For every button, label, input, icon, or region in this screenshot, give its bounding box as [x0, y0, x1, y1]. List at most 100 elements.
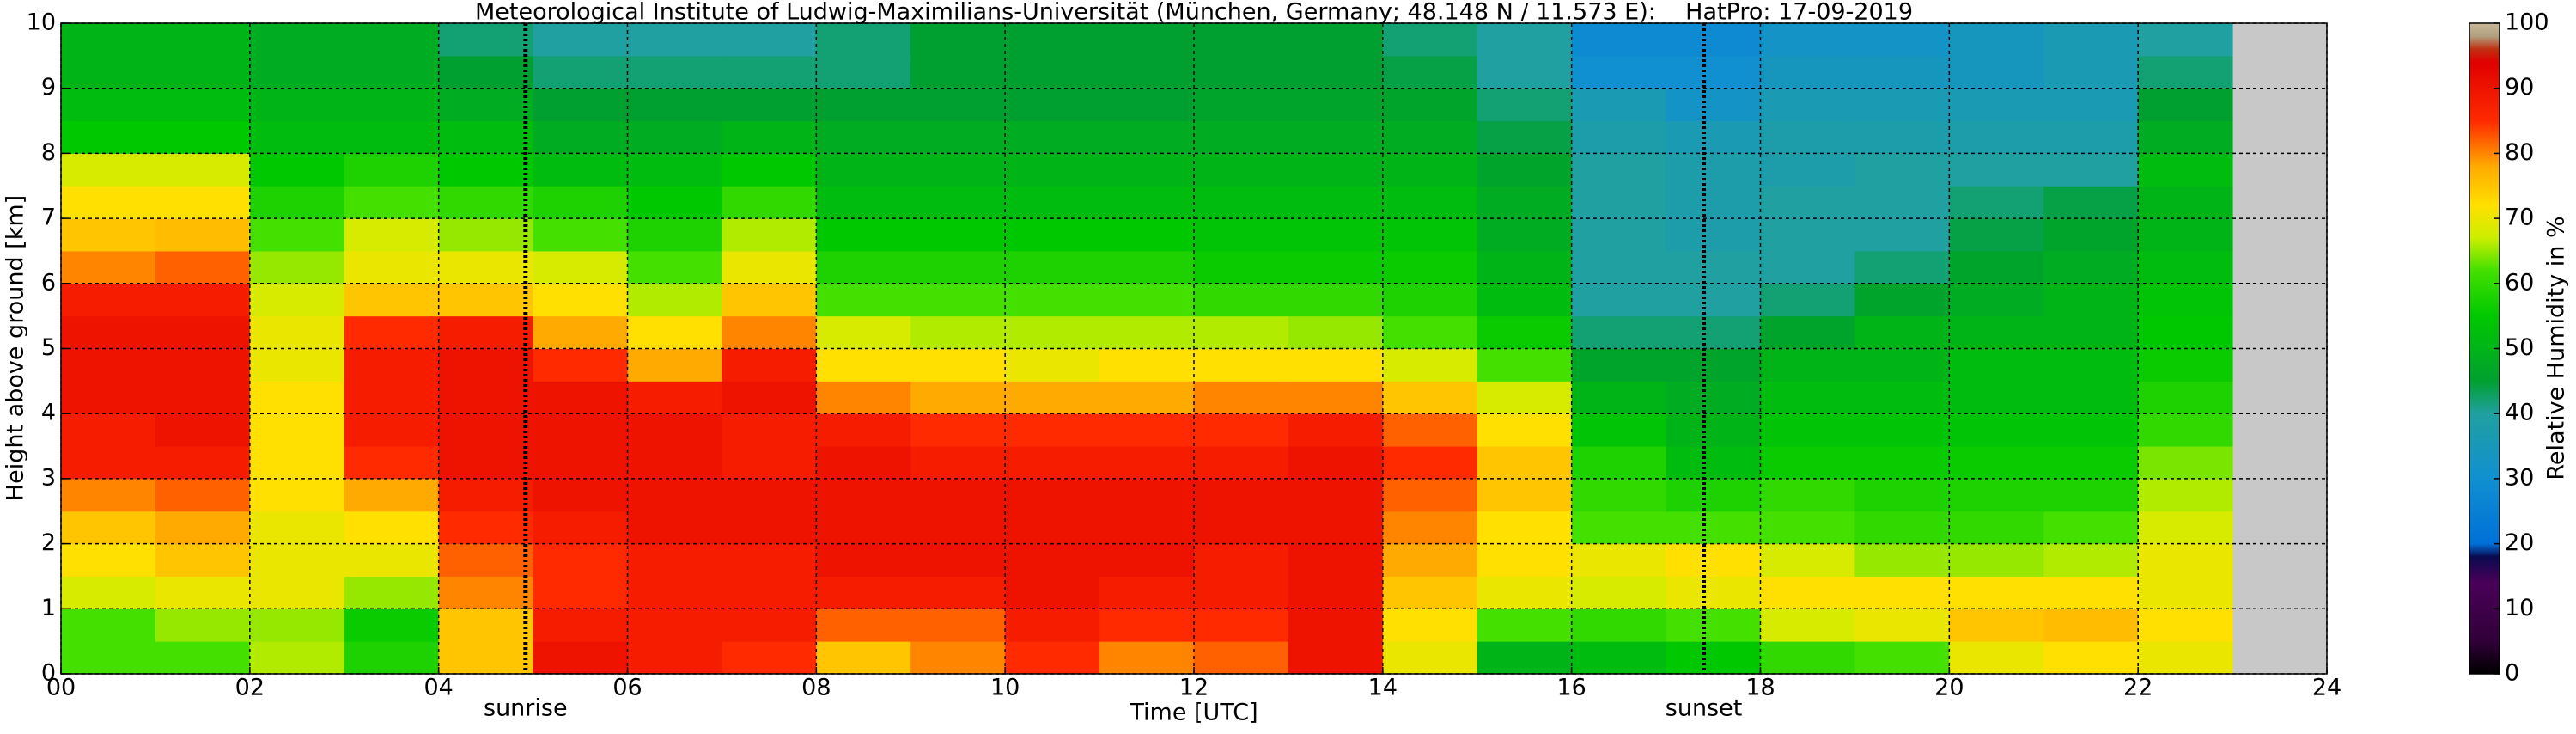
colorbar-label: Relative Humidity in %	[2543, 216, 2570, 480]
heatmap-cell	[1666, 478, 1761, 512]
heatmap-cell	[1288, 511, 1384, 545]
heatmap-cell	[1477, 576, 1573, 609]
heatmap-cell	[1760, 55, 1855, 89]
heatmap-cell	[627, 576, 722, 609]
heatmap-cell	[1382, 609, 1478, 642]
heatmap-cell	[344, 348, 440, 382]
heatmap-cell	[2138, 446, 2233, 480]
heatmap-cell	[1288, 283, 1384, 317]
heatmap-cell	[910, 576, 1006, 609]
heatmap-cell	[1571, 609, 1667, 642]
heatmap-cell	[1382, 576, 1478, 609]
heatmap-cell	[344, 478, 440, 512]
heatmap-cell	[155, 153, 251, 187]
heatmap-cell	[1949, 120, 2044, 154]
heatmap-cell	[627, 23, 722, 57]
heatmap-cell	[1666, 153, 1761, 187]
heatmap-cell	[155, 576, 251, 609]
heatmap-cell	[2043, 413, 2139, 447]
heatmap-cell	[1949, 641, 2044, 675]
heatmap-cell	[722, 381, 817, 414]
heatmap-cell	[249, 23, 345, 57]
heatmap-cell	[1949, 88, 2044, 122]
heatmap-cell	[155, 511, 251, 545]
heatmap-cell	[1099, 478, 1195, 512]
heatmap-cell	[2138, 23, 2233, 57]
heatmap-cell	[722, 641, 817, 675]
heatmap-cell	[2138, 88, 2233, 122]
heatmap-cell	[1288, 348, 1384, 382]
heatmap-cell	[249, 348, 345, 382]
heatmap-cell	[1194, 23, 1289, 57]
x-tick-label: 20	[1934, 675, 1964, 701]
heatmap-cell	[910, 348, 1006, 382]
heatmap-cell	[1666, 641, 1761, 675]
heatmap-cell	[2043, 348, 2139, 382]
heatmap-cell	[627, 348, 722, 382]
heatmap-cell	[2043, 511, 2139, 545]
heatmap-cell	[816, 315, 911, 349]
heatmap-cell	[1854, 641, 1950, 675]
heatmap-cell	[627, 55, 722, 89]
heatmap-cell	[1760, 250, 1855, 284]
heatmap-cell	[249, 153, 345, 187]
heatmap-cell	[1571, 641, 1667, 675]
heatmap-cell	[1288, 186, 1384, 219]
heatmap-cell	[1382, 478, 1478, 512]
heatmap-cell	[438, 511, 534, 545]
heatmap-cell	[61, 88, 156, 122]
heatmap-cell	[1099, 55, 1195, 89]
heatmap-cell	[61, 413, 156, 447]
heatmap-cell	[344, 218, 440, 252]
heatmap-cell	[1949, 23, 2044, 57]
heatmap-cell	[816, 186, 911, 219]
heatmap-cell	[1005, 153, 1100, 187]
heatmap-cell	[1382, 413, 1478, 447]
heatmap-cell	[155, 55, 251, 89]
heatmap-cell	[722, 218, 817, 252]
heatmap-cell	[910, 153, 1006, 187]
heatmap-cell	[722, 511, 817, 545]
heatmap-cell	[1288, 478, 1384, 512]
heatmap-cell	[533, 609, 628, 642]
heatmap-cell	[155, 609, 251, 642]
heatmap-cell	[1194, 120, 1289, 154]
heatmap-cell	[344, 446, 440, 480]
heatmap-cell	[438, 23, 534, 57]
heatmap-cell	[1666, 23, 1761, 57]
heatmap-cell	[1571, 576, 1667, 609]
heatmap-cell	[1288, 120, 1384, 154]
heatmap-cell	[2043, 446, 2139, 480]
heatmap-cell	[155, 543, 251, 577]
heatmap-cell	[1477, 348, 1573, 382]
heatmap-cell	[1382, 153, 1478, 187]
heatmap-cell	[1666, 88, 1761, 122]
heatmap-cell	[344, 88, 440, 122]
heatmap-cell	[1005, 478, 1100, 512]
heatmap-cell	[1099, 413, 1195, 447]
heatmap-cell	[61, 641, 156, 675]
heatmap-cell	[816, 478, 911, 512]
heatmap-cell	[1099, 381, 1195, 414]
heatmap-cell	[61, 511, 156, 545]
heatmap-cell	[344, 609, 440, 642]
heatmap-cell	[1760, 641, 1855, 675]
heatmap-cell	[816, 511, 911, 545]
heatmap-cell	[1571, 348, 1667, 382]
heatmap-cell	[722, 576, 817, 609]
heatmap-cell	[1194, 609, 1289, 642]
heatmap-cell	[1949, 250, 2044, 284]
heatmap-cell	[1194, 446, 1289, 480]
heatmap-cell	[1760, 283, 1855, 317]
heatmap-cell	[816, 153, 911, 187]
heatmap-cell	[1005, 23, 1100, 57]
heatmap-cell	[816, 120, 911, 154]
y-tick-label: 3	[41, 464, 56, 491]
heatmap-cell	[816, 576, 911, 609]
heatmap-cell	[344, 23, 440, 57]
heatmap-cell	[816, 381, 911, 414]
heatmap-cell	[1760, 413, 1855, 447]
heatmap-cell	[2138, 218, 2233, 252]
heatmap-cell	[816, 641, 911, 675]
heatmap-cell	[1760, 511, 1855, 545]
